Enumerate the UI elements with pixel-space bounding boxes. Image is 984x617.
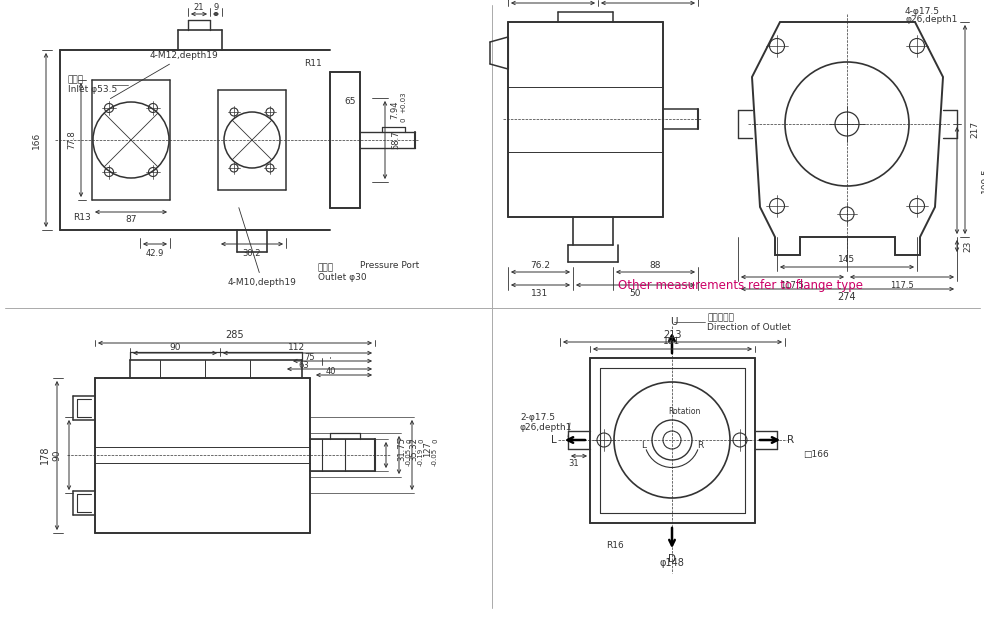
Text: -0.05: -0.05 xyxy=(406,448,412,466)
Text: Pressure Port: Pressure Port xyxy=(360,260,419,270)
Text: 31: 31 xyxy=(569,460,580,468)
Text: φ26,depth1: φ26,depth1 xyxy=(905,15,957,25)
Text: 76.2: 76.2 xyxy=(530,260,550,270)
Text: 0: 0 xyxy=(406,439,412,443)
Text: Rotation: Rotation xyxy=(668,407,701,416)
Text: 0: 0 xyxy=(418,439,424,443)
Text: 2-φ17.5: 2-φ17.5 xyxy=(520,413,555,423)
Text: Inlet φ53.5: Inlet φ53.5 xyxy=(68,86,117,94)
Text: 213: 213 xyxy=(663,330,681,340)
Text: 274: 274 xyxy=(837,292,856,302)
Text: 23: 23 xyxy=(963,240,972,252)
Text: 65: 65 xyxy=(344,97,356,107)
Text: D: D xyxy=(668,554,676,564)
Text: 77.8: 77.8 xyxy=(68,131,77,149)
Text: -0.05: -0.05 xyxy=(432,448,438,466)
Text: 178: 178 xyxy=(40,445,50,464)
Text: Other measurements refer to flange type: Other measurements refer to flange type xyxy=(618,278,863,291)
Text: 30.2: 30.2 xyxy=(243,249,261,257)
Text: L: L xyxy=(551,435,557,445)
Text: R: R xyxy=(787,435,794,445)
Text: 181: 181 xyxy=(663,337,681,347)
Text: 88: 88 xyxy=(649,260,660,270)
Text: 0: 0 xyxy=(400,118,406,122)
Text: 9: 9 xyxy=(214,2,218,12)
Text: 21: 21 xyxy=(194,2,205,12)
Text: 40: 40 xyxy=(326,366,337,376)
Text: 出油口: 出油口 xyxy=(318,263,335,273)
Text: 90: 90 xyxy=(169,344,181,352)
Text: 58.7: 58.7 xyxy=(392,131,400,149)
Text: 87: 87 xyxy=(125,215,137,225)
Text: □166: □166 xyxy=(803,450,829,458)
Text: 50: 50 xyxy=(629,289,641,299)
Text: φ148: φ148 xyxy=(659,558,685,568)
Text: 42.9: 42.9 xyxy=(146,249,164,257)
Text: 4-φ17.5: 4-φ17.5 xyxy=(905,7,940,15)
Text: 63: 63 xyxy=(298,360,309,370)
Text: 127: 127 xyxy=(423,441,433,457)
Text: φ26,depth1: φ26,depth1 xyxy=(520,423,573,433)
Text: 31.75: 31.75 xyxy=(398,437,406,461)
Text: 90: 90 xyxy=(52,449,61,461)
Text: 7.94: 7.94 xyxy=(391,101,400,119)
Text: 入油口: 入油口 xyxy=(68,75,84,85)
Text: Direction of Outlet: Direction of Outlet xyxy=(707,323,791,331)
Text: 75: 75 xyxy=(305,352,315,362)
Text: 4-M12,depth19: 4-M12,depth19 xyxy=(110,51,218,99)
Text: 285: 285 xyxy=(225,330,244,340)
Text: 117.5: 117.5 xyxy=(780,281,804,289)
Text: 4-M10,depth19: 4-M10,depth19 xyxy=(228,208,297,287)
Text: R16: R16 xyxy=(606,540,624,550)
Text: R11: R11 xyxy=(304,59,322,68)
Text: 109.5: 109.5 xyxy=(980,167,984,193)
Text: U: U xyxy=(670,317,678,327)
Text: L: L xyxy=(642,442,646,450)
Text: 0: 0 xyxy=(432,439,438,443)
Text: 117.5: 117.5 xyxy=(891,281,914,289)
Text: 131: 131 xyxy=(531,289,549,299)
Text: 出油口方向: 出油口方向 xyxy=(707,313,734,323)
Text: +0.03: +0.03 xyxy=(400,91,406,113)
Text: 112: 112 xyxy=(288,344,306,352)
Text: 217: 217 xyxy=(970,120,979,138)
Text: 145: 145 xyxy=(838,255,855,265)
Text: 35.32: 35.32 xyxy=(409,437,418,461)
Text: R13: R13 xyxy=(73,213,91,223)
Text: 166: 166 xyxy=(31,131,40,149)
Text: -0.19: -0.19 xyxy=(418,448,424,466)
Text: Outlet φ30: Outlet φ30 xyxy=(318,273,367,283)
Text: R: R xyxy=(697,442,704,450)
